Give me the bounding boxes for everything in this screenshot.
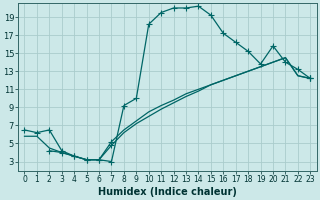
X-axis label: Humidex (Indice chaleur): Humidex (Indice chaleur) <box>98 187 237 197</box>
